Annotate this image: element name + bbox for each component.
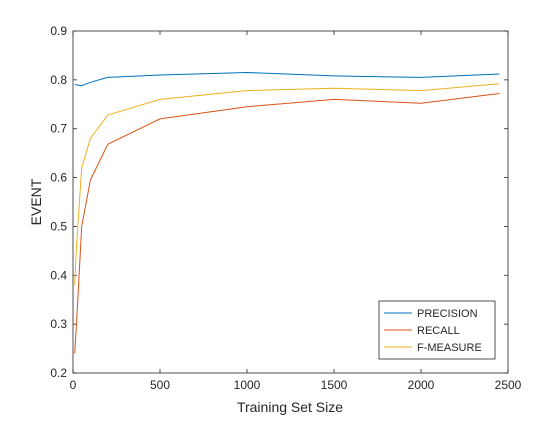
y-tick-label: 0.9 (50, 24, 67, 38)
legend-entry: PRECISION (417, 308, 478, 320)
y-tick-label: 0.5 (50, 219, 67, 233)
y-tick-label: 0.8 (50, 73, 67, 87)
axis-ticks: 0 500 1000 1500 2000 2500 0.2 0.3 0.4 0.5 0.6 0.7 0.… (50, 24, 521, 392)
y-tick-label: 0.7 (50, 122, 67, 136)
legend-entry: RECALL (417, 325, 460, 337)
series-line-precision (74, 71, 500, 87)
series-lines (74, 71, 500, 354)
legend-entry: F-MEASURE (417, 342, 482, 354)
y-tick-label: 0.6 (50, 171, 67, 185)
series-line-recall (74, 93, 500, 354)
y-tick-label: 0.2 (50, 366, 67, 380)
x-axis-label: Training Set Size (237, 399, 343, 415)
y-axis-label: EVENT (28, 178, 44, 225)
y-tick-label: 0.4 (50, 268, 67, 282)
x-tick-label: 500 (150, 378, 170, 392)
x-tick-label: 2500 (495, 378, 522, 392)
y-tick-label: 0.3 (50, 317, 67, 331)
legend: PRECISION RECALL F-MEASURE (378, 300, 496, 360)
series-line-f-measure (74, 83, 500, 286)
x-tick-label: 0 (70, 378, 77, 392)
x-tick-label: 1500 (321, 378, 348, 392)
x-tick-label: 2000 (408, 378, 435, 392)
x-tick-label: 1000 (234, 378, 261, 392)
